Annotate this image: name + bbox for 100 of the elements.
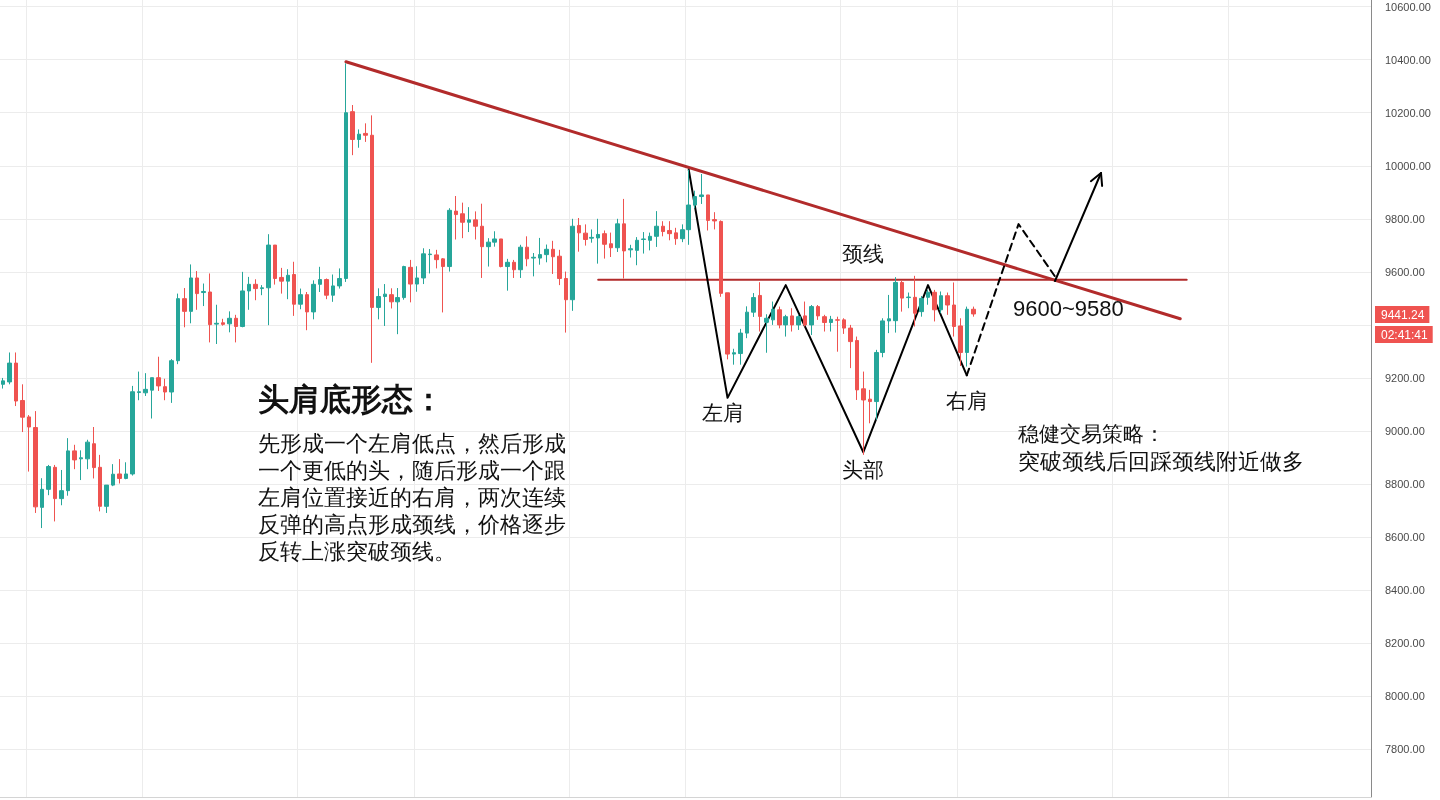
candlestick [467,206,471,233]
candlestick [253,278,258,301]
candlestick [777,306,782,329]
candlestick [163,378,167,401]
candlestick [525,235,529,267]
candlestick [85,439,90,470]
candlestick [408,259,413,303]
candlestick [971,306,976,318]
candlestick [169,358,174,404]
candlestick [189,263,193,324]
candlestick [809,304,814,336]
y-tick-label: 8200.00 [1385,637,1425,650]
candlestick [124,461,128,480]
annotation: 先形成一个左肩低点，然后形成一个更低的头，随后形成一个跟左肩位置接近的右肩，两次连续反弹的高点形成颈线，价格逐步反转上涨突破颈线。 [258,431,566,564]
candlestick [829,315,833,333]
candlestick [674,227,678,246]
candlestick [816,304,820,321]
candlestick [719,219,723,298]
candlestick [887,294,891,334]
candlestick [331,274,335,303]
candlestick [92,426,96,479]
candlestick [893,276,898,334]
candlestick [7,351,12,385]
candlestick [764,313,769,354]
candlestick [370,114,374,364]
y-tick-label: 10000.00 [1385,159,1431,172]
candlestick [738,328,743,366]
candlestick [512,259,516,279]
y-tick-label: 9600.00 [1385,265,1425,278]
candlestick [783,314,788,338]
candlestick [965,306,969,368]
candlestick [305,291,309,331]
candlestick [919,295,924,318]
candlestick [311,279,316,320]
candlestick [344,62,348,283]
candlestick [732,348,736,366]
candlestick [279,267,284,295]
candlestick [402,265,406,301]
candlestick [583,223,588,247]
candlestick [615,218,620,253]
candlestick [434,249,439,269]
candlestick [635,236,639,266]
candlestick [758,281,762,333]
candlestick [247,276,251,311]
candlestick [958,317,963,367]
candlestick [14,351,18,407]
annotation: 左肩 [702,400,744,425]
candlestick [796,314,801,331]
candlestick [1,377,5,390]
candlestick [551,240,555,275]
candlestick [518,244,523,279]
text: 02:41:41 [1381,328,1429,342]
annotation: 头肩底形态： [258,380,444,417]
candlestick [143,372,148,397]
candlestick [712,211,717,230]
candlestick [596,218,600,265]
candlestick [861,371,866,456]
candlestick [803,301,807,327]
candlestick [221,318,225,327]
candlestick [389,287,394,309]
candlestick [447,207,452,273]
candlestick [842,317,846,335]
candlestick [609,232,613,258]
candlestick [725,292,730,360]
candlestick [324,277,329,300]
candlestick [234,314,238,343]
candlestick [318,266,322,293]
candlestick [868,389,872,424]
candlestick [564,271,568,334]
candlestick [848,324,853,369]
candlestick [240,271,245,328]
candlestick [945,292,950,316]
candlestick [505,258,510,292]
candlestick [72,444,77,470]
candlestick [441,257,445,313]
y-tick-label: 9200.00 [1385,371,1425,384]
candlestick [699,173,704,205]
y-tick-label: 9000.00 [1385,424,1425,437]
candlestick [208,272,212,343]
candlestick [195,270,199,311]
y-tick-label: 8000.00 [1385,690,1425,703]
candlestick [428,248,432,274]
candlestick [648,232,652,251]
candlestick [214,304,219,345]
candlestick [337,267,342,290]
candlestick [27,414,31,473]
text: 9441.24 [1381,308,1425,322]
candlestick [661,220,665,237]
candlestick [771,301,775,326]
candlestick [544,244,549,263]
candlestick [130,385,135,477]
candlestick [570,218,575,312]
candlestick [150,377,154,420]
candlestick [628,244,633,259]
candlestick [273,244,277,286]
candlestick [926,289,930,306]
candlestick [557,249,562,286]
candlestick [376,287,381,320]
candlestick [473,210,478,240]
candlestick [53,464,57,522]
